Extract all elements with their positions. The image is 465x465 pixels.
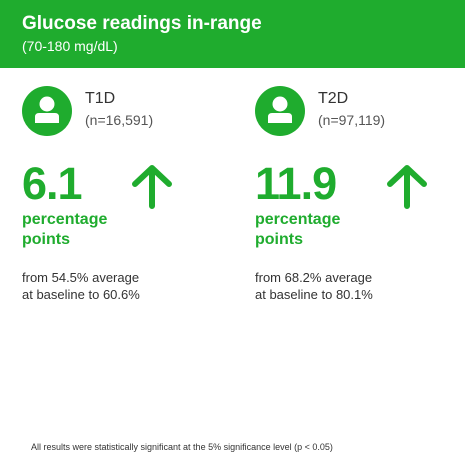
page-subtitle: (70-180 mg/dL)	[22, 38, 118, 54]
group-sample-size: (n=16,591)	[85, 112, 154, 128]
header-banner: Glucose readings in-range (70-180 mg/dL)	[0, 0, 465, 68]
change-value: 6.1	[22, 158, 83, 209]
change-description-line1: from 68.2% average	[255, 270, 373, 285]
arrow-up-icon	[387, 165, 427, 209]
change-unit-line2: points	[22, 231, 70, 248]
person-icon	[22, 86, 72, 136]
change-description: from 68.2% average at baseline to 80.1%	[255, 269, 425, 303]
change-unit: percentage points	[22, 210, 162, 250]
person-icon	[255, 86, 305, 136]
arrow-up-icon	[132, 165, 172, 209]
change-value: 11.9	[255, 158, 337, 209]
change-unit: percentage points	[255, 210, 395, 250]
change-description-line1: from 54.5% average	[22, 270, 140, 285]
page-title: Glucose readings in-range	[22, 13, 262, 34]
change-description-line2: at baseline to 60.6%	[22, 287, 140, 302]
change-unit-line2: points	[255, 231, 303, 248]
group-label: T2D	[318, 90, 349, 107]
change-unit-line1: percentage	[22, 211, 108, 228]
change-description-line2: at baseline to 80.1%	[255, 287, 373, 302]
footnote: All results were statistically significa…	[31, 442, 333, 452]
change-unit-line1: percentage	[255, 211, 341, 228]
group-label: T1D	[85, 90, 116, 107]
group-sample-size: (n=97,119)	[318, 112, 386, 128]
change-description: from 54.5% average at baseline to 60.6%	[22, 269, 192, 303]
